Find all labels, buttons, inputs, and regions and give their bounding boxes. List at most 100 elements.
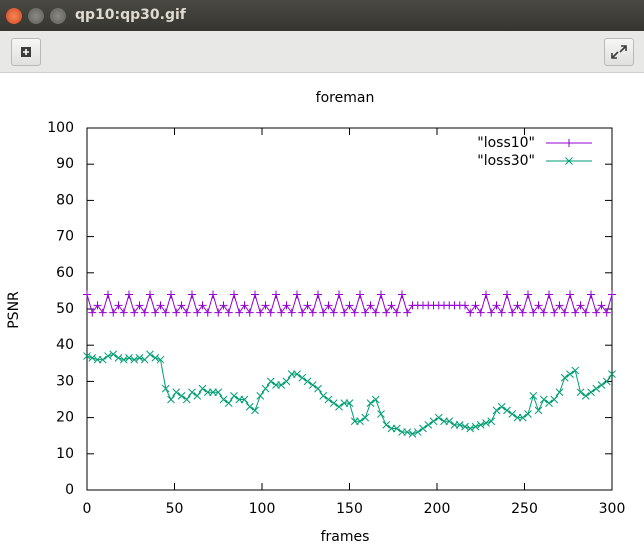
x-tick-label: 300 <box>599 501 626 517</box>
data-point <box>581 392 590 400</box>
y-tick-label: 50 <box>56 301 74 317</box>
data-point <box>545 399 553 407</box>
data-point <box>172 308 181 317</box>
data-point <box>314 290 322 299</box>
data-point <box>219 395 228 404</box>
data-point <box>156 355 165 364</box>
data-point <box>550 395 559 404</box>
data-point <box>98 308 107 317</box>
data-point <box>98 355 107 364</box>
data-point <box>429 417 438 426</box>
data-point <box>576 388 585 397</box>
data-point <box>350 308 359 317</box>
data-point <box>497 402 506 411</box>
data-point <box>345 301 354 310</box>
data-point <box>581 308 590 317</box>
data-point <box>529 392 538 400</box>
data-point <box>361 308 370 317</box>
data-point <box>109 350 118 359</box>
y-tick-label: 0 <box>65 482 74 498</box>
toolbar <box>0 31 644 73</box>
data-point <box>245 308 254 317</box>
data-point <box>188 388 196 397</box>
data-point <box>88 308 97 317</box>
data-point <box>524 290 532 299</box>
data-point <box>518 413 527 422</box>
data-point <box>319 308 328 317</box>
data-point <box>308 308 317 317</box>
data-point <box>151 354 160 362</box>
data-point <box>518 308 527 317</box>
data-point <box>114 354 123 362</box>
data-point <box>177 301 186 310</box>
close-button[interactable] <box>6 8 22 24</box>
window-title: qp10:qp30.gif <box>75 7 186 23</box>
data-point <box>161 384 170 393</box>
x-tick-label: 250 <box>511 501 538 517</box>
data-point <box>151 308 160 317</box>
x-tick-label: 200 <box>424 501 451 517</box>
data-point <box>93 301 102 310</box>
fullscreen-button[interactable] <box>604 38 634 66</box>
data-point <box>209 290 217 299</box>
data-point <box>235 308 244 317</box>
data-point <box>471 422 480 431</box>
data-point <box>366 399 375 407</box>
data-point <box>508 308 517 317</box>
data-point <box>403 428 412 436</box>
data-point <box>329 308 338 317</box>
data-point <box>529 308 538 317</box>
data-point <box>413 428 422 436</box>
data-point <box>466 424 475 433</box>
legend-label: "loss10" <box>477 135 535 151</box>
y-axis-label: PSNR <box>6 291 22 329</box>
data-point <box>335 402 343 411</box>
data-point <box>256 392 265 400</box>
x-tick-label: 100 <box>249 501 276 517</box>
data-point <box>597 381 606 389</box>
data-point <box>161 308 170 317</box>
data-point <box>587 290 595 299</box>
data-point <box>555 388 564 397</box>
data-point <box>345 399 354 407</box>
data-point <box>571 366 580 375</box>
data-point <box>550 308 559 317</box>
data-point <box>272 290 280 299</box>
data-point <box>534 406 543 415</box>
add-button[interactable] <box>11 38 41 66</box>
data-point <box>198 384 207 393</box>
data-point <box>88 354 97 362</box>
data-point <box>497 308 506 317</box>
data-point <box>602 308 611 317</box>
data-point <box>182 308 191 317</box>
data-point <box>287 308 296 317</box>
data-point <box>224 399 233 407</box>
data-point <box>130 355 139 364</box>
data-point <box>608 370 616 379</box>
data-point <box>293 370 301 379</box>
y-tick-label: 60 <box>56 265 74 281</box>
data-point <box>203 308 212 317</box>
data-point <box>240 301 249 310</box>
data-point <box>261 301 270 310</box>
fullscreen-icon <box>611 45 627 59</box>
chart-title: foreman <box>316 90 375 106</box>
data-point <box>492 406 501 415</box>
data-point <box>230 392 238 400</box>
data-point <box>329 399 338 407</box>
data-point <box>539 395 548 404</box>
data-point <box>245 402 254 411</box>
minimize-button[interactable] <box>28 8 44 24</box>
data-point <box>445 417 454 426</box>
data-point <box>167 395 175 404</box>
data-point <box>471 301 480 310</box>
legend-marker <box>565 157 573 165</box>
data-point <box>193 308 202 317</box>
data-point <box>534 301 543 310</box>
data-point <box>130 308 139 317</box>
data-point <box>266 308 275 317</box>
data-point <box>182 395 191 404</box>
data-point <box>119 308 128 317</box>
y-tick-label: 20 <box>56 410 74 426</box>
maximize-button[interactable] <box>50 8 66 24</box>
